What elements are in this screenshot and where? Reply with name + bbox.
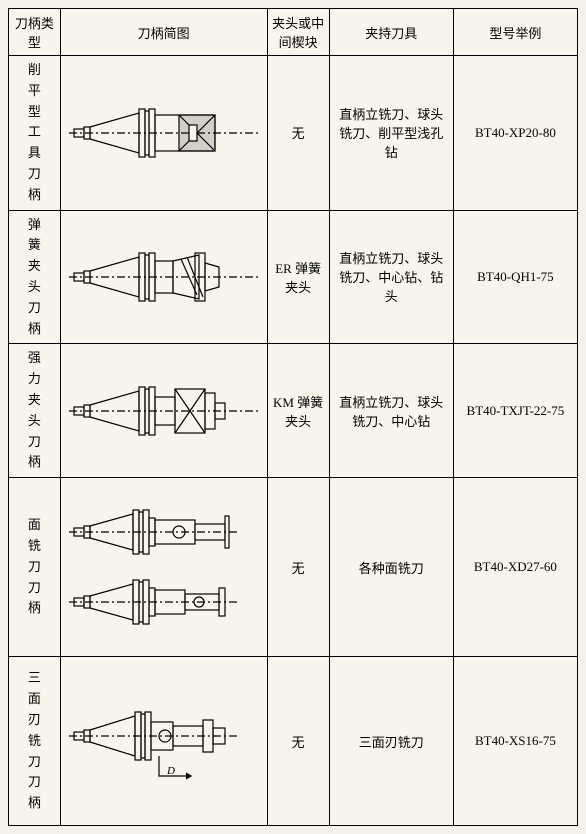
model-cell: BT40-XP20-80: [453, 56, 577, 211]
chuck-cell: KM 弹簧夹头: [267, 344, 329, 478]
diagram-cell: [60, 344, 267, 478]
diagram-cell: [60, 478, 267, 657]
type-label: 三面刃铣刀刀柄: [9, 657, 61, 826]
header-tools: 夹持刀具: [329, 9, 453, 56]
type-label: 削平型工具刀柄: [9, 56, 61, 211]
type-label: 面铣刀刀柄: [9, 478, 61, 657]
tools-cell: 直柄立铣刀、球头铣刀、中心钻: [329, 344, 453, 478]
diagram-cell: [60, 210, 267, 344]
diagram-cell: [60, 56, 267, 211]
table-row: 三面刃铣刀刀柄 D 无三面刃铣刀BT40-XS16-75: [9, 657, 578, 826]
header-chuck: 夹头或中间楔块: [267, 9, 329, 56]
table-row: 削平型工具刀柄 无直柄立铣刀、球头铣刀、削平型浅孔钻BT40-XP20-80: [9, 56, 578, 211]
chuck-cell: 无: [267, 56, 329, 211]
model-cell: BT40-QH1-75: [453, 210, 577, 344]
type-label: 强力夹头刀柄: [9, 344, 61, 478]
tools-cell: 各种面铣刀: [329, 478, 453, 657]
chuck-cell: 无: [267, 478, 329, 657]
header-diagram: 刀柄简图: [60, 9, 267, 56]
header-type: 刀柄类型: [9, 9, 61, 56]
table-row: 面铣刀刀柄: [9, 478, 578, 657]
table-row: 强力夹头刀柄 KM 弹簧夹头直柄立铣刀、球头铣刀、中心钻BT40-TXJT-22…: [9, 344, 578, 478]
model-cell: BT40-XS16-75: [453, 657, 577, 826]
model-cell: BT40-XD27-60: [453, 478, 577, 657]
chuck-cell: ER 弹簧夹头: [267, 210, 329, 344]
header-model: 型号举例: [453, 9, 577, 56]
table-row: 弹簧夹头刀柄 ER 弹簧夹头直柄立铣刀、球头铣刀、中心钻、钻头BT40-QH1-…: [9, 210, 578, 344]
svg-text:D: D: [166, 765, 175, 777]
model-cell: BT40-TXJT-22-75: [453, 344, 577, 478]
chuck-cell: 无: [267, 657, 329, 826]
diagram-cell: D: [60, 657, 267, 826]
tools-cell: 三面刃铣刀: [329, 657, 453, 826]
tool-holder-table: 刀柄类型 刀柄简图 夹头或中间楔块 夹持刀具 型号举例 削平型工具刀柄 无直柄立…: [8, 8, 578, 826]
tools-cell: 直柄立铣刀、球头铣刀、中心钻、钻头: [329, 210, 453, 344]
type-label: 弹簧夹头刀柄: [9, 210, 61, 344]
header-row: 刀柄类型 刀柄简图 夹头或中间楔块 夹持刀具 型号举例: [9, 9, 578, 56]
tools-cell: 直柄立铣刀、球头铣刀、削平型浅孔钻: [329, 56, 453, 211]
